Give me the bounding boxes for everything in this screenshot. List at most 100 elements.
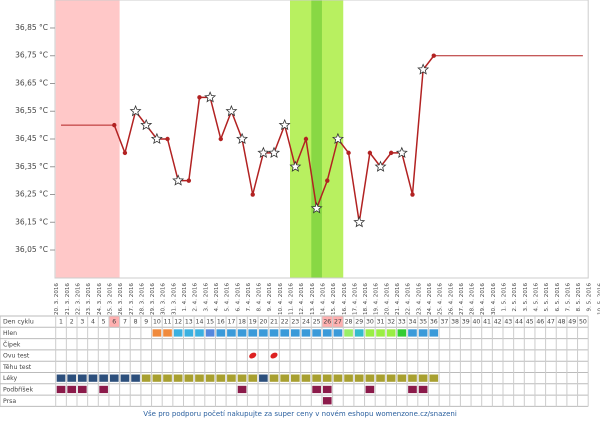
day-highlight: [108, 316, 120, 328]
cycle-day: 33: [398, 319, 406, 326]
table-cell: [163, 374, 172, 382]
table-cell: [227, 374, 236, 382]
table-cell: [365, 385, 375, 394]
date-label: 20. 3. 2016: [54, 283, 60, 315]
star-marker: [129, 104, 142, 117]
date-label: 6. 4. 2016: [235, 283, 241, 312]
dot-marker: [346, 150, 351, 156]
cycle-day: 11: [164, 319, 172, 326]
table-cell: [291, 329, 300, 337]
cycle-day: 34: [409, 319, 417, 326]
date-label: 9. 4. 2016: [267, 283, 273, 312]
y-tick-label: 36,35 °C: [15, 162, 48, 171]
cycle-day: 9: [144, 319, 148, 326]
cycle-day: 26: [323, 319, 331, 326]
star-marker: [236, 132, 248, 145]
date-label: 4. 4. 2016: [214, 283, 220, 312]
table-cell: [173, 329, 183, 337]
table-cell: [301, 329, 311, 337]
cycle-day: 29: [355, 319, 363, 326]
date-label: 26. 4. 2016: [448, 283, 454, 315]
cycle-day: 7: [123, 319, 127, 326]
date-label: 30. 3. 2016: [161, 283, 167, 315]
table-cell: [312, 329, 321, 337]
cycle-day: 48: [558, 319, 566, 326]
table-cell: [152, 329, 162, 337]
table-cell: [376, 329, 385, 337]
row-label: Prsa: [3, 398, 16, 405]
cycle-day: 4: [91, 319, 95, 326]
table-cell: [120, 374, 130, 382]
star-marker: [278, 118, 291, 131]
date-label: 22. 4. 2016: [406, 283, 412, 315]
cycle-day: 20: [259, 319, 267, 326]
table-cell: [354, 329, 364, 337]
table-cell: [376, 374, 385, 382]
dot-marker: [367, 150, 373, 156]
cycle-day: 31: [377, 319, 385, 326]
cycle-day: 43: [504, 319, 512, 326]
cycle-day: 14: [196, 319, 204, 326]
table-cell: [131, 374, 140, 382]
table-cell: [184, 374, 194, 382]
row-label: Den cyklu: [3, 319, 34, 326]
day-highlight: [321, 316, 333, 328]
cycle-day: 13: [185, 319, 193, 326]
star-marker: [289, 160, 302, 172]
phase-band: [55, 0, 120, 278]
date-label: 26. 3. 2016: [118, 283, 124, 315]
row-label: Podbříšek: [3, 385, 33, 393]
cycle-day: 41: [483, 319, 491, 326]
dot-marker: [197, 95, 202, 100]
y-tick-label: 36,25 °C: [15, 190, 48, 199]
date-label: 15. 4. 2016: [331, 283, 337, 315]
table-cell: [280, 329, 289, 337]
table-cell: [408, 385, 417, 394]
table-cell: [67, 385, 76, 394]
footer-link[interactable]: Vše pro podporu početí nakupujte za supe…: [143, 410, 457, 418]
cycle-day: 21: [270, 319, 278, 326]
table-cell: [397, 329, 407, 337]
dot-marker: [218, 136, 223, 142]
phase-band: [311, 0, 322, 278]
cycle-day: 45: [526, 319, 534, 326]
table-cell: [99, 374, 108, 382]
date-label: 29. 4. 2016: [480, 283, 486, 315]
table-cell: [205, 329, 215, 337]
date-label: 30. 4. 2016: [491, 283, 497, 315]
date-label: 9. 5. 2016: [587, 283, 593, 312]
date-label: 16. 4. 2016: [342, 283, 348, 315]
date-label: 5. 5. 2016: [544, 283, 550, 312]
star-marker: [395, 146, 408, 158]
cycle-day: 50: [579, 319, 587, 326]
table-cell: [418, 374, 428, 382]
date-label: 27. 4. 2016: [459, 283, 465, 315]
day-highlight: [332, 316, 344, 328]
y-tick-label: 36,85 °C: [15, 23, 48, 32]
table-cell: [237, 374, 247, 382]
y-tick-label: 36,55 °C: [15, 106, 48, 115]
date-label: 25. 4. 2016: [438, 283, 444, 315]
cycle-day: 3: [80, 319, 84, 326]
table-cell: [429, 329, 439, 337]
table-cell: [408, 329, 417, 337]
table-cell: [344, 374, 353, 382]
table-cell: [216, 329, 226, 337]
table-cell: [163, 329, 172, 337]
y-tick-label: 36,15 °C: [15, 217, 48, 226]
cycle-day: 49: [568, 319, 576, 326]
cycle-day: 39: [462, 319, 470, 326]
table-cell: [333, 329, 343, 337]
ovu-drop: [270, 352, 278, 359]
table-cell: [333, 374, 343, 382]
table-cell: [408, 374, 417, 382]
table-cell: [237, 329, 247, 337]
cycle-day: 6: [112, 319, 116, 326]
cycle-day: 18: [238, 319, 246, 326]
cycle-day: 28: [345, 319, 353, 326]
table-cell: [56, 374, 66, 382]
star-marker: [374, 160, 387, 172]
table-cell: [322, 374, 332, 382]
table-cell: [418, 329, 428, 337]
dot-marker: [165, 136, 170, 142]
